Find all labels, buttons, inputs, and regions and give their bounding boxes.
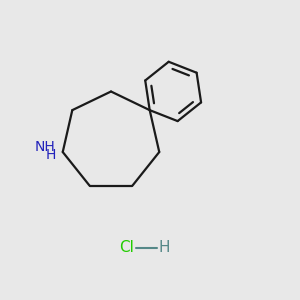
- Text: H: H: [46, 148, 56, 162]
- Text: Cl: Cl: [118, 240, 134, 255]
- Text: NH: NH: [34, 140, 55, 154]
- Text: H: H: [158, 240, 170, 255]
